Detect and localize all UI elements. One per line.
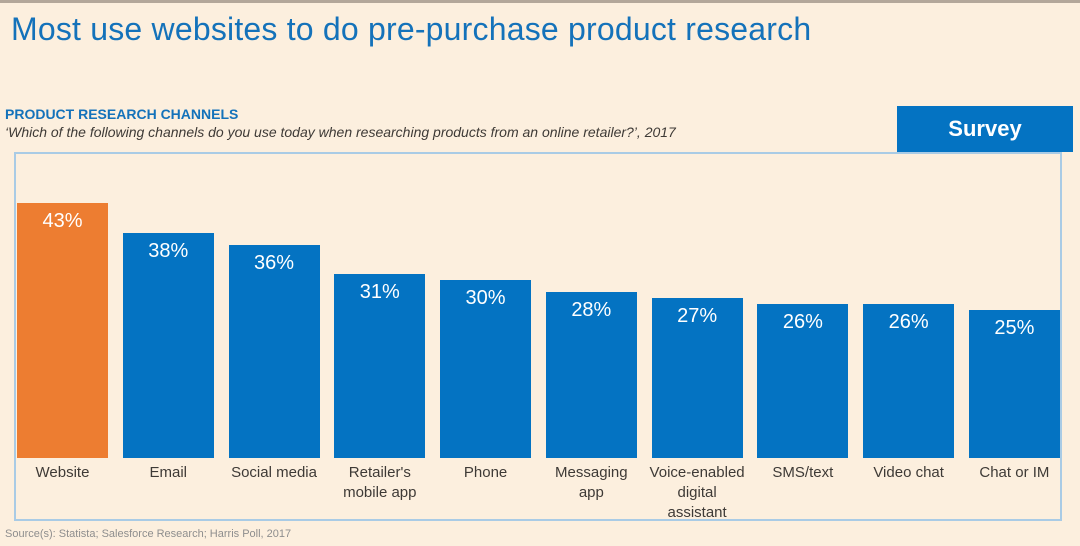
bar: 30% xyxy=(440,280,532,458)
bar-value-label: 27% xyxy=(677,305,718,327)
bar-column: 43% Website xyxy=(17,203,108,515)
category-label: Phone xyxy=(463,464,508,481)
bar-value-label: 38% xyxy=(148,240,189,262)
category-label: Chat or IM xyxy=(979,464,1050,481)
survey-badge: Survey xyxy=(897,106,1073,152)
top-border-strip xyxy=(0,0,1080,3)
bar-value-label: 28% xyxy=(571,299,612,321)
bar: 28% xyxy=(545,292,637,458)
category-label: Messaging app xyxy=(555,464,628,501)
bar-column: 31% Retailer's mobile app xyxy=(334,203,426,515)
category-label: Video chat xyxy=(873,464,944,481)
bar-column: 25% Chat or IM xyxy=(968,203,1060,515)
bar-column: 27% Voice-enabled digital assistant xyxy=(650,203,745,521)
bar: 36% xyxy=(228,245,320,458)
bar: 27% xyxy=(651,298,743,458)
bar: 26% xyxy=(757,304,849,458)
bar-chart: 43% Website 38% Email 36% Social media 31% Reta… xyxy=(17,203,1060,521)
bar: 31% xyxy=(334,274,426,458)
survey-question-subtitle: ‘Which of the following channels do you … xyxy=(5,124,676,140)
bar: 25% xyxy=(968,310,1060,458)
source-note: Source(s): Statista; Salesforce Research… xyxy=(5,528,292,540)
bar-value-label: 30% xyxy=(465,287,506,309)
bar-value-label: 36% xyxy=(254,252,295,274)
bar: 38% xyxy=(122,233,214,458)
bar-value-label: 25% xyxy=(994,317,1035,339)
bar: 26% xyxy=(863,304,955,458)
category-label: Social media xyxy=(231,464,317,481)
category-label: Retailer's mobile app xyxy=(343,464,417,501)
bar-column: 26% SMS/text xyxy=(757,203,849,515)
page-title: Most use websites to do pre-purchase pro… xyxy=(11,11,812,47)
bar-column: 36% Social media xyxy=(228,203,320,515)
bar-column: 30% Phone xyxy=(440,203,532,515)
chart-kicker: PRODUCT RESEARCH CHANNELS xyxy=(5,106,239,122)
category-label: Voice-enabled digital assistant xyxy=(649,464,745,521)
chart-panel-frame xyxy=(14,152,1062,521)
bar-value-label: 43% xyxy=(42,210,83,232)
bar-value-label: 26% xyxy=(782,311,823,333)
category-label: Website xyxy=(35,464,90,481)
bar-column: 26% Video chat xyxy=(863,203,955,515)
bar-value-label: 26% xyxy=(888,311,929,333)
bar-column: 38% Email xyxy=(122,203,214,515)
bar-value-label: 31% xyxy=(359,281,400,303)
category-label: SMS/text xyxy=(772,464,834,481)
category-label: Email xyxy=(149,464,188,481)
bar-highlighted: 43% xyxy=(17,203,108,458)
bar-column: 28% Messaging app xyxy=(545,203,637,515)
